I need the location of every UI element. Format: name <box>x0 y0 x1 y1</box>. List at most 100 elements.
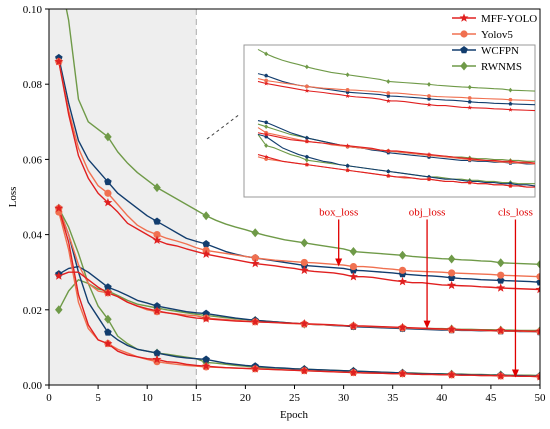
inset-point-yolov5-box-loss <box>508 97 513 102</box>
legend-label-wcfpn: WCFPN <box>481 45 519 57</box>
data-point-yolov5-box-loss <box>104 189 112 197</box>
data-point-mff-yolo-box-loss <box>398 276 407 286</box>
inset-point-rwnms-cls-loss <box>541 182 545 187</box>
data-point-yolov5-box-loss <box>536 273 540 281</box>
inset-point-mff-yolo-obj-loss <box>541 161 546 165</box>
inset-point-rwnms-obj-loss <box>264 124 269 130</box>
legend-marker-mff-yolo <box>459 13 469 22</box>
inset-point-wcfpn-box-loss <box>541 103 545 107</box>
data-point-yolov5-box-loss <box>448 269 456 277</box>
legend-label-rwnms: RWNMS <box>481 61 522 73</box>
data-point-rwnms-cls-loss <box>104 314 112 324</box>
y-tick-label: 0.02 <box>23 305 42 317</box>
inset-point-mff-yolo-cls-loss <box>508 183 513 188</box>
y-tick-label: 0.00 <box>23 380 43 392</box>
inset-point-mff-yolo-cls-loss <box>426 176 432 182</box>
data-point-wcfpn-box-loss <box>496 276 505 284</box>
x-tick-label: 30 <box>338 392 350 404</box>
x-tick-label: 20 <box>240 392 252 404</box>
data-point-mff-yolo-obj-loss <box>496 325 506 335</box>
inset-point-wcfpn-obj-loss <box>304 135 309 140</box>
inset-point-mff-yolo-cls-loss <box>304 162 310 167</box>
data-point-mff-yolo-box-loss <box>348 272 358 281</box>
data-point-mff-yolo-obj-loss <box>535 326 540 336</box>
inset-point-wcfpn-cls-loss <box>386 169 391 174</box>
data-point-mff-yolo-box-loss <box>103 197 113 207</box>
data-point-mff-yolo-obj-loss <box>398 322 407 332</box>
data-point-wcfpn-obj-loss <box>104 283 112 291</box>
data-point-yolov5-box-loss <box>398 266 407 274</box>
x-axis-ticks: 0 5 10 15 20 25 30 35 40 45 50 <box>46 385 546 404</box>
inset-point-wcfpn-box-loss <box>264 73 269 78</box>
legend-label-mff-yolo: MFF-YOLO <box>481 13 537 25</box>
data-point-mff-yolo-obj-loss <box>299 319 309 328</box>
inset-point-yolov5-box-loss <box>345 87 350 92</box>
annotation-label-box-loss: box_loss <box>319 206 358 218</box>
data-point-mff-yolo-cls-loss <box>398 369 407 378</box>
x-tick-label: 10 <box>142 392 154 404</box>
inset-point-mff-yolo-obj-loss <box>426 151 432 157</box>
inset-point-rwnms-box-loss <box>467 84 472 90</box>
x-tick-label: 35 <box>387 392 399 404</box>
data-point-wcfpn-box-loss <box>153 217 161 225</box>
inset-connector-line <box>206 113 241 140</box>
inset-point-rwnms-box-loss <box>304 64 309 70</box>
inset-point-wcfpn-obj-loss <box>264 120 269 125</box>
inset-point-mff-yolo-cls-loss <box>467 180 473 185</box>
data-point-yolov5-box-loss <box>153 231 161 239</box>
annotation-label-cls-loss: cls_loss <box>498 206 533 218</box>
inset-point-wcfpn-cls-loss <box>304 154 309 159</box>
x-tick-label: 15 <box>191 392 203 404</box>
inset-point-wcfpn-box-loss <box>508 101 513 106</box>
data-point-rwnms-box-loss <box>153 183 161 193</box>
x-tick-label: 25 <box>289 392 301 404</box>
inset-point-mff-yolo-box-loss <box>541 108 546 112</box>
inset-point-mff-yolo-box-loss <box>304 88 310 93</box>
inset-point-mff-yolo-obj-loss <box>263 131 269 137</box>
data-point-mff-yolo-obj-loss <box>103 288 113 297</box>
data-point-mff-yolo-box-loss <box>496 283 506 292</box>
data-point-mff-yolo-cls-loss <box>348 367 358 377</box>
data-point-mff-yolo-obj-loss <box>250 317 260 326</box>
inset-point-mff-yolo-cls-loss <box>263 154 269 159</box>
data-point-mff-yolo-box-loss <box>152 235 162 245</box>
data-point-rwnms-box-loss <box>300 238 309 248</box>
inset-point-wcfpn-cls-loss <box>345 163 350 168</box>
data-point-mff-yolo-cls-loss <box>201 361 211 370</box>
x-tick-label: 45 <box>485 392 497 404</box>
series-line-mff-yolo-box-loss <box>58 61 540 291</box>
inset-point-mff-yolo-box-loss <box>467 105 473 110</box>
inset-point-rwnms-box-loss <box>345 72 350 78</box>
inset-point-yolov5-box-loss <box>427 94 431 98</box>
inset-point-wcfpn-cls-loss <box>541 184 545 188</box>
y-axis-ticks: 0.00 0.02 0.04 0.06 0.08 0.10 <box>23 4 49 392</box>
inset-point-mff-yolo-box-loss <box>426 102 432 107</box>
data-point-yolov5-box-loss <box>497 271 505 279</box>
data-point-yolov5-box-loss <box>349 262 358 271</box>
x-tick-label: 50 <box>535 392 547 404</box>
inset-point-yolov5-box-loss <box>467 96 472 100</box>
inset-point-mff-yolo-obj-loss <box>304 138 310 144</box>
data-point-rwnms-obj-loss <box>55 305 63 315</box>
data-point-mff-yolo-cls-loss <box>250 364 260 373</box>
data-point-mff-yolo-obj-loss <box>201 314 211 323</box>
data-point-wcfpn-box-loss <box>104 178 112 186</box>
data-point-rwnms-box-loss <box>104 132 112 142</box>
data-point-yolov5-box-loss <box>300 258 308 267</box>
inset-point-yolov5-obj-loss <box>541 162 545 166</box>
data-point-wcfpn-cls-loss <box>153 349 161 357</box>
annotation-label-obj-loss: obj_loss <box>409 206 446 218</box>
data-point-mff-yolo-obj-loss <box>54 271 64 280</box>
data-point-mff-yolo-cls-loss <box>447 370 457 379</box>
data-point-mff-yolo-box-loss <box>299 265 309 275</box>
x-tick-label: 40 <box>436 392 448 404</box>
data-point-mff-yolo-cls-loss <box>152 354 162 364</box>
data-point-mff-yolo-obj-loss <box>348 321 358 330</box>
inset-point-rwnms-box-loss <box>508 87 513 93</box>
data-point-rwnms-box-loss <box>447 254 456 264</box>
inset-point-wcfpn-box-loss <box>386 93 391 98</box>
inset-point-wcfpn-box-loss <box>467 99 472 104</box>
data-point-mff-yolo-box-loss <box>447 280 457 290</box>
data-point-mff-yolo-cls-loss <box>496 371 506 380</box>
data-point-mff-yolo-box-loss <box>201 249 211 258</box>
